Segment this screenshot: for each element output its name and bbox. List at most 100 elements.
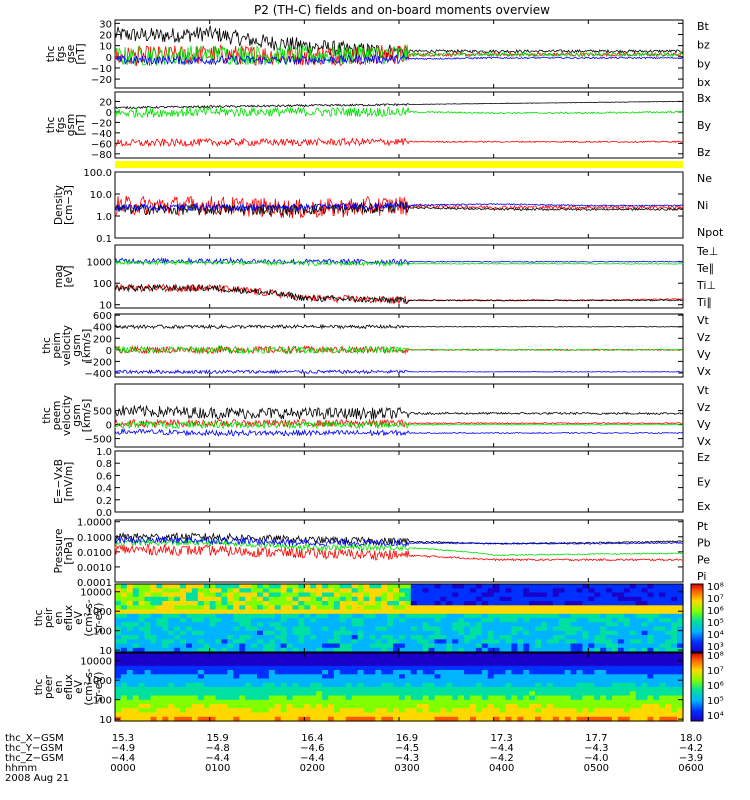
- spec-cell: [487, 691, 495, 697]
- spec-cell: [606, 601, 613, 606]
- spec-cell: [239, 653, 246, 658]
- spec-cell: [564, 605, 572, 611]
- spec-cell: [546, 630, 554, 636]
- spec-cell: [647, 712, 654, 718]
- x-axis-value: −4.3: [584, 743, 608, 754]
- spec-cell: [570, 626, 578, 632]
- spec-cell: [529, 708, 536, 714]
- spec-cell: [612, 687, 619, 692]
- y-tick-label: 10000: [80, 588, 112, 599]
- spec-cell: [446, 618, 453, 623]
- spec-cell: [168, 678, 175, 684]
- spec-cell: [286, 613, 294, 619]
- spec-cell: [257, 682, 264, 688]
- spec-cell: [470, 653, 477, 658]
- spec-cell: [399, 687, 406, 692]
- spec-cell: [576, 657, 583, 663]
- spec-cell: [475, 691, 483, 697]
- y-axis-label: Pressure[nPa]: [53, 529, 75, 574]
- spec-cell: [617, 712, 625, 718]
- spec-cell: [138, 588, 146, 594]
- spec-cell: [623, 699, 631, 705]
- spec-cell: [180, 639, 187, 645]
- spec-cell: [576, 588, 583, 594]
- spec-cell: [191, 605, 199, 611]
- spec-cell: [647, 657, 654, 663]
- spec-cell: [552, 704, 560, 709]
- spec-cell: [594, 609, 601, 615]
- spec-cell: [623, 661, 631, 667]
- spec-cell: [239, 674, 246, 680]
- spec-cell: [588, 695, 595, 701]
- spec-cell: [257, 596, 264, 602]
- spec-cell: [493, 592, 501, 598]
- spec-cell: [647, 639, 654, 645]
- spec-cell: [552, 657, 560, 663]
- spec-cell: [517, 601, 524, 606]
- spec-cell: [399, 682, 406, 688]
- spec-cell: [623, 643, 631, 649]
- spec-cell: [422, 708, 430, 714]
- spec-cell: [381, 712, 388, 718]
- spec-cell: [328, 647, 335, 653]
- series-line-fgs_gsm: [115, 137, 684, 148]
- spec-cell: [487, 596, 495, 602]
- spec-cell: [606, 618, 613, 623]
- spec-cell: [369, 708, 376, 714]
- spec-cell: [529, 609, 536, 615]
- spec-cell: [333, 712, 341, 718]
- spec-cell: [671, 716, 678, 722]
- spec-cell: [251, 682, 258, 688]
- spec-cell: [268, 657, 276, 663]
- spec-cell: [641, 601, 649, 606]
- spec-cell: [511, 647, 518, 653]
- spec-cell: [363, 674, 370, 680]
- spec-cell: [535, 605, 542, 611]
- spec-cell: [233, 647, 240, 653]
- spec-cell: [191, 643, 199, 649]
- spec-cell: [588, 596, 595, 602]
- spec-cell: [363, 665, 370, 671]
- spec-cell: [209, 605, 217, 611]
- spec-cell: [369, 584, 376, 589]
- spec-cell: [570, 670, 578, 675]
- spec-cell: [339, 708, 347, 714]
- spec-cell: [339, 682, 347, 688]
- spec-cell: [541, 609, 548, 615]
- spec-cell: [653, 592, 660, 598]
- spec-cell: [375, 653, 382, 658]
- spec-cell: [197, 657, 205, 663]
- spec-cell: [629, 699, 637, 705]
- spec-cell: [251, 653, 258, 658]
- spec-cell: [132, 674, 140, 680]
- spec-cell: [452, 704, 459, 709]
- spec-cell: [138, 584, 146, 589]
- spec-cell: [351, 653, 359, 658]
- spec-cell: [641, 605, 649, 611]
- spec-cell: [280, 613, 288, 619]
- spec-cell: [310, 639, 317, 645]
- spec-cell: [387, 630, 394, 636]
- spec-cell: [174, 639, 181, 645]
- spec-cell: [404, 665, 412, 671]
- spec-cell: [375, 618, 382, 623]
- spec-cell: [387, 592, 394, 598]
- spec-cell: [671, 596, 678, 602]
- spec-cell: [120, 712, 128, 718]
- spec-cell: [629, 639, 637, 645]
- spec-cell: [251, 601, 258, 606]
- spec-cell: [440, 712, 447, 718]
- spec-cell: [357, 630, 365, 636]
- spec-cell: [191, 695, 199, 701]
- spec-cell: [168, 647, 175, 653]
- spec-cell: [251, 605, 258, 611]
- spec-cell: [511, 653, 518, 658]
- spec-cell: [564, 643, 572, 649]
- spec-cell: [115, 643, 122, 649]
- spec-cell: [310, 601, 317, 606]
- spec-cell: [251, 609, 258, 615]
- spec-cell: [274, 639, 282, 645]
- spec-cell: [594, 661, 601, 667]
- colorbar-label: 10⁷: [707, 666, 724, 677]
